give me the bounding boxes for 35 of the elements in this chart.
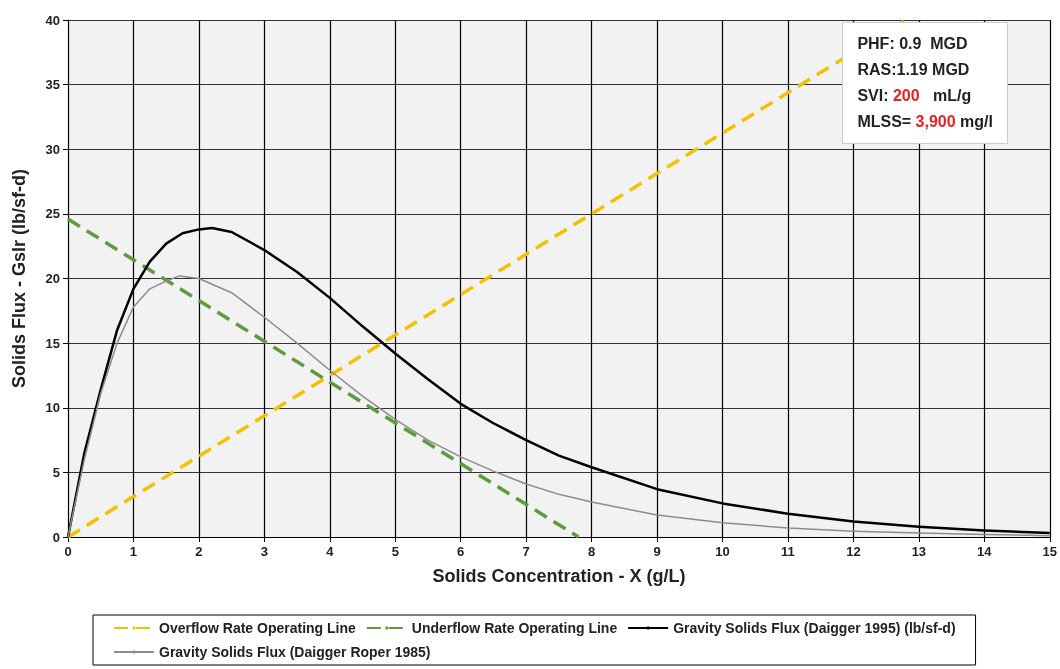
x-tick-label: 5 [391,544,399,559]
y-tick-label: 35 [45,77,60,93]
y-tick-label: 20 [45,271,60,286]
x-tick-label: 15 [1042,544,1057,559]
x-tick-label: 12 [846,544,861,559]
x-tick-label: 9 [653,544,661,559]
x-tick-label: 14 [977,544,993,559]
y-tick-label: 25 [45,206,60,222]
x-tick-label: 6 [457,544,465,559]
x-tick-label: 4 [326,544,335,559]
annotation: RAS:1.19 MGD [857,60,971,80]
x-tick-label: 1 [129,544,138,559]
y-tick-label: 0 [52,529,60,545]
x-tick-label: 0 [64,544,72,559]
x-tick-label: 10 [715,544,730,559]
x-tick-label: 8 [587,544,596,559]
annotation: SVI: 200 mL/g [857,87,972,104]
x-tick-label: 7 [522,544,530,559]
y-tick-label: 15 [45,335,60,351]
x-tick-label: 2 [195,544,203,559]
legend-label: Overflow Rate Operating Line [159,620,357,636]
y-tick-label: 5 [52,464,60,480]
y-tick-label: 40 [45,12,60,28]
annotation: PHF: 0.9 MGD [857,34,969,54]
legend-label: Gravity Solids Flux (Daigger 1995) (lb/sf-d) [673,620,956,636]
x-tick-label: 3 [260,544,268,559]
y-tick-label: 10 [45,400,60,416]
x-tick-label: 11 [781,544,795,559]
x-tick-label: 13 [911,544,927,559]
legend-label: Gravity Solids Flux (Daigger Roper 1985) [159,644,431,660]
y-axis-title: Solids Flux - Gslr (lb/sf-d) [9,168,29,389]
y-tick-label: 30 [45,141,60,157]
x-axis-title: Solids Concentration - X (g/L) [432,566,686,586]
legend-label: Underflow Rate Operating Line [411,620,618,636]
annotation: MLSS= 3,900 mg/l [857,113,993,130]
